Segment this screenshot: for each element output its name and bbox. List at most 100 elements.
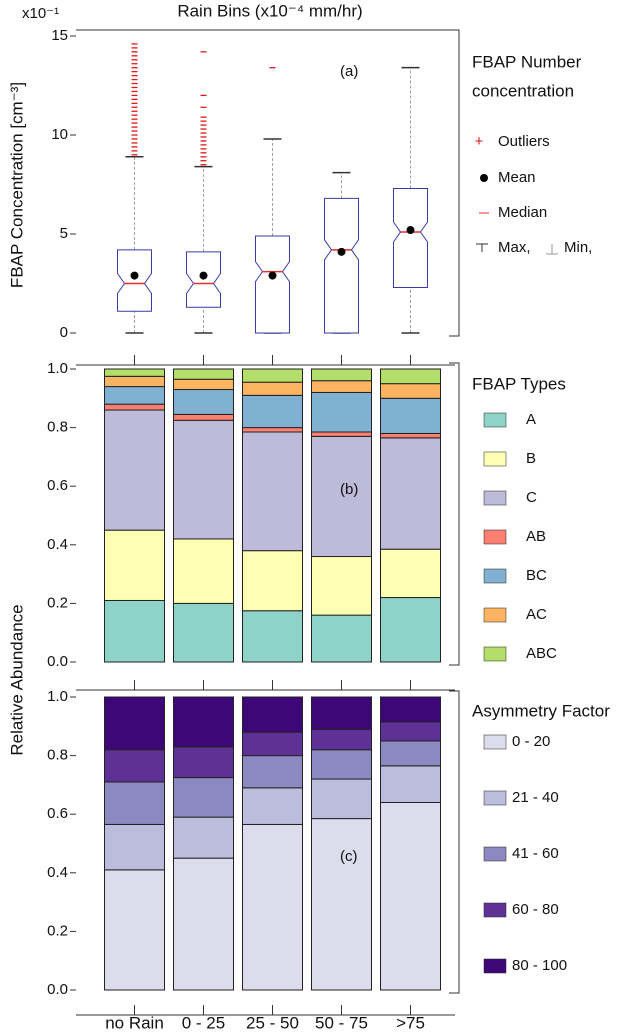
y-tick-label: 1.0 (47, 360, 68, 377)
bar-segment (173, 696, 234, 748)
legend-symbol (546, 244, 558, 255)
bar-segment (173, 857, 234, 991)
legend-swatch (483, 568, 507, 584)
legend-label: Median (498, 204, 547, 221)
bar-segment (380, 548, 441, 599)
legend-swatch (483, 412, 507, 428)
bar-segment (311, 391, 372, 433)
legend-label: A (526, 411, 536, 428)
bar-segment (173, 816, 234, 859)
bar-segment (380, 368, 441, 385)
bar-segment (242, 823, 303, 991)
bar-segment (380, 696, 441, 723)
bar-segment (242, 368, 303, 383)
y-tick-label: 0.6 (47, 805, 68, 822)
y-tick-label: 0.6 (47, 477, 68, 494)
bar-segment (311, 431, 372, 437)
bar-segment (173, 368, 234, 380)
bar-segment (311, 749, 372, 780)
legend-swatch (483, 529, 507, 545)
legend-label: Outliers (498, 133, 550, 150)
y-axis-title: Relative Abundance (7, 604, 26, 755)
legend-label: BC (526, 567, 547, 584)
legend-label: 80 - 100 (512, 957, 567, 974)
bar-segment (311, 778, 372, 820)
legend-label: AC (526, 606, 547, 623)
y-tick-label: 0.8 (47, 419, 68, 436)
bracket (449, 29, 460, 337)
bar-segment (242, 394, 303, 429)
bar-segment (242, 787, 303, 825)
legend-label: Min, (564, 239, 592, 256)
legend-swatch (483, 607, 507, 623)
legend-title: FBAP Number (472, 52, 582, 71)
legend-swatch (483, 958, 507, 974)
bar-segment (242, 431, 303, 552)
bar-segment (173, 602, 234, 663)
mean (406, 226, 415, 235)
bar-segment (104, 781, 165, 825)
bar-segment (380, 765, 441, 803)
y-tick-label: 0.8 (47, 747, 68, 764)
x-tick-label: 0 - 25 (182, 1013, 225, 1032)
legend-label: C (526, 489, 537, 506)
legend-label: 21 - 40 (512, 789, 559, 806)
bar-segment (311, 696, 372, 730)
legend-title: FBAP Types (472, 374, 566, 393)
bar-segment (104, 529, 165, 601)
x-tick-label: >75 (396, 1013, 425, 1032)
bar-segment (173, 538, 234, 604)
bar-segment (104, 375, 165, 388)
bar-segment (242, 731, 303, 757)
bar-segment (173, 746, 234, 779)
annotation: (b) (340, 481, 358, 498)
bar-segment (242, 427, 303, 433)
scale-label: x10⁻¹ (22, 5, 59, 22)
x-tick-label: no Rain (105, 1013, 164, 1032)
y-tick-label: 0.0 (47, 653, 68, 670)
bar-segment (380, 740, 441, 767)
bar-segment (380, 597, 441, 663)
bar-segment (311, 614, 372, 663)
bar-segment (173, 413, 234, 421)
x-axis-title: Rain Bins (x10⁻⁴ mm/hr) (177, 1, 362, 20)
annotation: (c) (340, 848, 358, 865)
bar-segment (173, 389, 234, 415)
y-tick-label: 0.2 (47, 922, 68, 939)
bar-segment (104, 696, 165, 751)
bar-segment (104, 403, 165, 411)
bar-segment (173, 777, 234, 818)
bar-segment (242, 550, 303, 612)
mean (199, 271, 208, 280)
bar-segment (104, 869, 165, 991)
y-tick-label: 1.0 (47, 688, 68, 705)
bar-segment (104, 368, 165, 377)
box (393, 187, 428, 288)
bar-segment (380, 397, 441, 434)
legend-swatch (483, 646, 507, 662)
bar-segment (104, 823, 165, 871)
legend-label: AB (526, 528, 546, 545)
bar-segment (311, 368, 372, 382)
bar-segment (242, 755, 303, 789)
y-tick-label: 0.0 (47, 981, 68, 998)
bar-segment (173, 378, 234, 391)
legend-swatch (483, 734, 507, 750)
mean (130, 271, 139, 280)
y-tick-label: 10 (51, 126, 68, 143)
y-tick-label: 15 (51, 27, 68, 44)
mean (268, 271, 277, 280)
bar-segment (311, 556, 372, 616)
box (324, 197, 359, 334)
bar-segment (311, 380, 372, 393)
legend-label: 41 - 60 (512, 845, 559, 862)
legend-label: Mean (498, 169, 536, 186)
bar-segment (242, 610, 303, 663)
bar-segment (380, 801, 441, 991)
mean (337, 247, 346, 256)
y-axis-title: FBAP Concentration [cm⁻³] (7, 82, 26, 288)
bracket (449, 362, 460, 666)
annotation: (a) (340, 63, 358, 80)
x-tick-label: 50 - 75 (315, 1013, 368, 1032)
